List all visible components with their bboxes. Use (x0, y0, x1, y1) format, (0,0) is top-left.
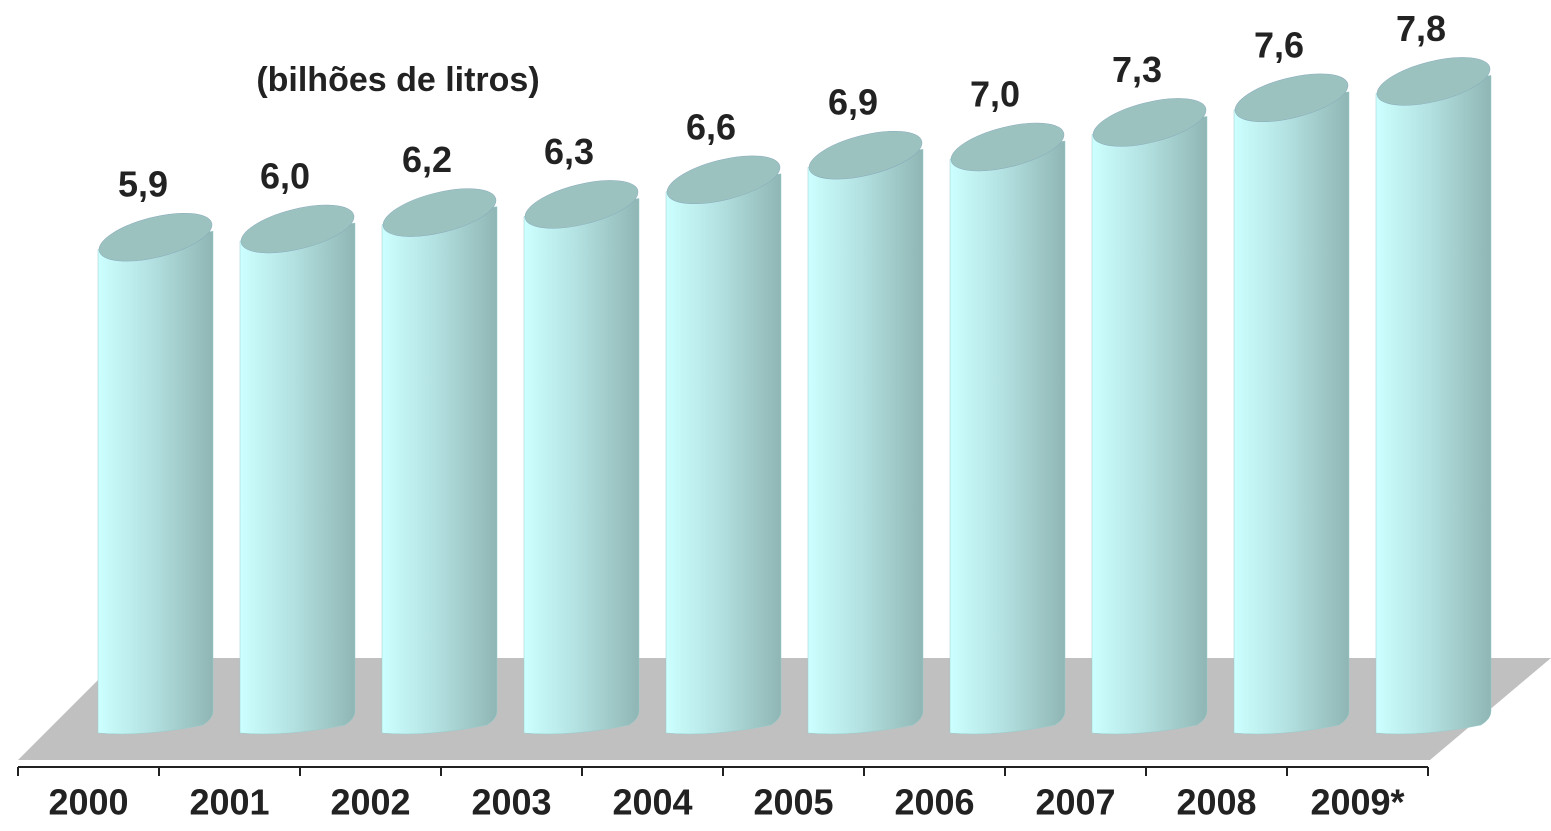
bar-top (1092, 98, 1207, 147)
bar-top (950, 122, 1065, 172)
bar (807, 148, 924, 735)
x-tick-label: 2000 (48, 782, 128, 823)
x-tick-label: 2005 (753, 782, 833, 823)
x-tick-label: 2002 (330, 782, 410, 823)
bar (949, 140, 1066, 735)
bar (1375, 75, 1492, 735)
bar (1091, 116, 1208, 735)
x-tick-label: 2004 (612, 782, 692, 823)
bar-top (240, 204, 355, 254)
bar (97, 230, 214, 735)
x-tick-label: 2001 (189, 782, 269, 823)
bar-top (1376, 57, 1491, 106)
bar-top (666, 155, 781, 204)
value-label: 7,6 (1254, 24, 1304, 65)
chart-title: (bilhões de litros) (256, 61, 539, 99)
value-label: 6,0 (260, 156, 310, 197)
x-tick-label: 2006 (894, 782, 974, 823)
x-tick-label: 2007 (1035, 782, 1115, 823)
bar (523, 198, 640, 735)
bar (381, 206, 498, 735)
bar (1233, 91, 1350, 735)
x-tick-label: 2003 (471, 782, 551, 823)
bar-top (808, 131, 923, 180)
value-label: 7,0 (970, 74, 1020, 115)
value-label: 6,9 (828, 82, 878, 123)
value-label: 6,2 (402, 139, 452, 180)
bar (239, 222, 356, 735)
value-label: 6,3 (544, 131, 594, 172)
bar-top (98, 213, 213, 262)
bar (665, 173, 782, 735)
bar-top (524, 180, 639, 229)
bar-top (1234, 73, 1349, 122)
value-label: 7,3 (1112, 49, 1162, 90)
bar-top (382, 188, 497, 237)
value-label: 6,6 (686, 106, 736, 147)
x-tick-label: 2009* (1310, 782, 1404, 823)
value-label: 7,8 (1396, 8, 1446, 49)
x-tick-label: 2008 (1176, 782, 1256, 823)
value-label: 5,9 (118, 164, 168, 205)
